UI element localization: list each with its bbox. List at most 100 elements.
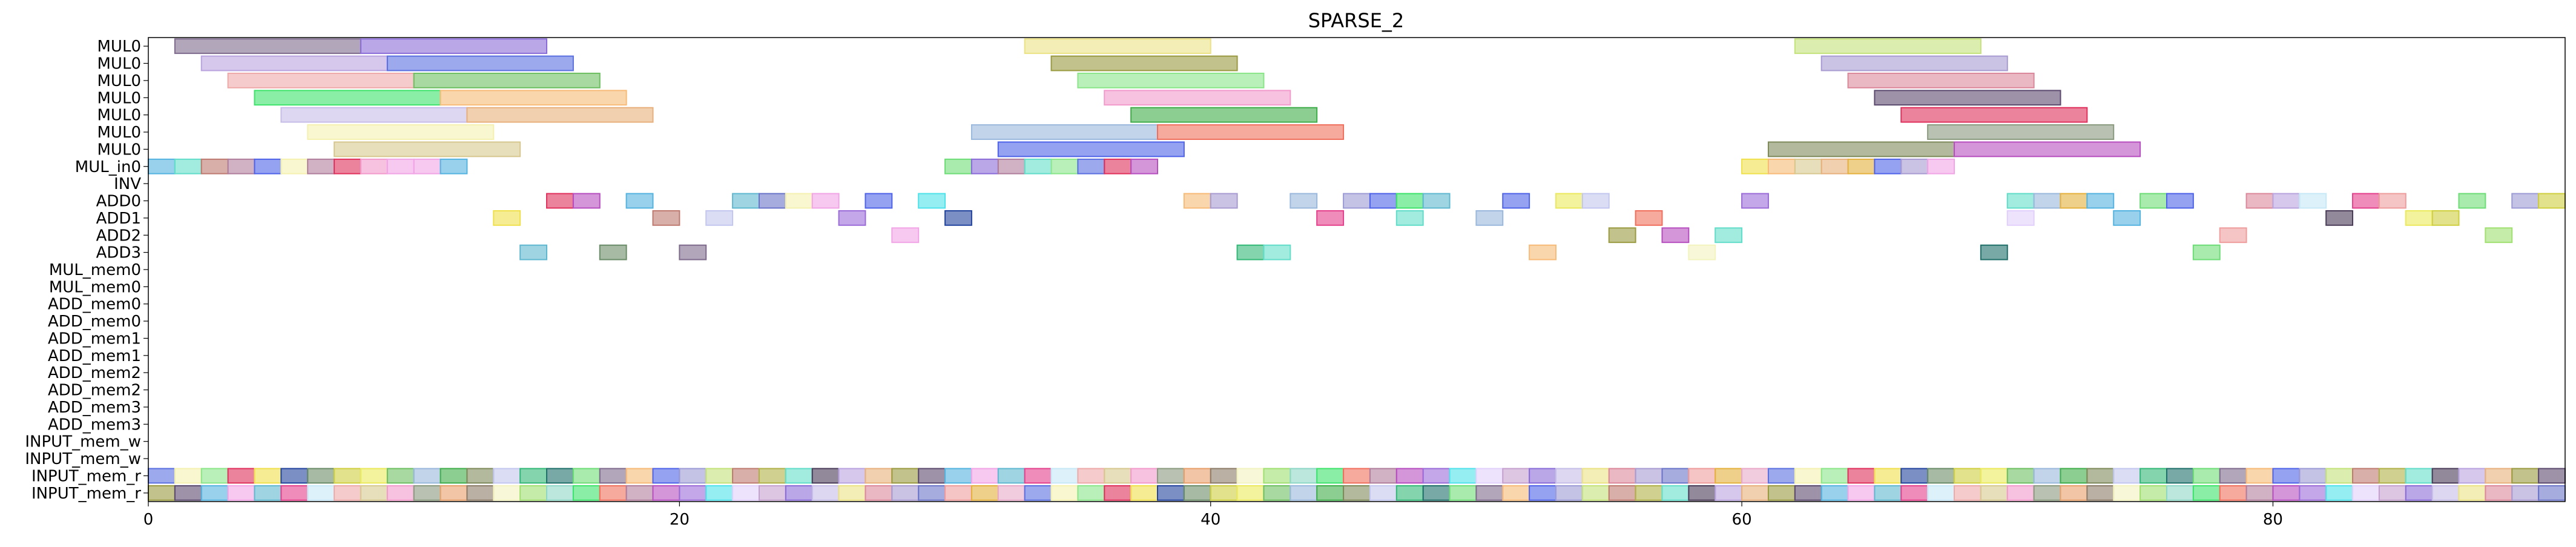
input-mem-bar — [2113, 485, 2141, 501]
gantt-bar — [1024, 158, 1052, 174]
gantt-bar — [2511, 193, 2540, 209]
input-mem-bar — [413, 468, 441, 484]
x-tick-label: 20 — [670, 511, 690, 529]
gantt-bar — [705, 210, 734, 226]
input-mem-bar — [1263, 468, 1291, 484]
input-mem-bar — [891, 468, 920, 484]
input-mem-bar — [1608, 468, 1636, 484]
gantt-bar — [413, 73, 601, 88]
input-mem-bar — [2219, 468, 2247, 484]
input-mem-bar — [865, 468, 893, 484]
input-mem-bar — [1820, 485, 1849, 501]
gantt-bar — [174, 158, 202, 174]
input-mem-bar — [1980, 485, 2008, 501]
input-mem-bar — [1449, 485, 1477, 501]
gantt-bar — [386, 55, 574, 71]
gantt-bar — [254, 158, 282, 174]
y-tick-label: INPUT_mem_r — [31, 467, 141, 485]
input-mem-bar — [148, 468, 176, 484]
gantt-bar — [1635, 210, 1663, 226]
input-mem-bar — [572, 485, 601, 501]
input-mem-bar — [1343, 485, 1371, 501]
input-mem-bar — [493, 468, 521, 484]
input-mem-bar — [997, 468, 1026, 484]
gantt-bar — [891, 227, 920, 244]
input-mem-bar — [1874, 485, 1902, 501]
gantt-bar — [2538, 193, 2566, 209]
y-tick-label: MUL0 — [97, 55, 142, 73]
input-mem-bar — [1954, 485, 1981, 501]
gantt-bar — [1024, 38, 1211, 55]
input-mem-bar — [2113, 468, 2141, 484]
gantt-bar — [2140, 193, 2167, 209]
gantt-bar — [440, 158, 468, 174]
input-mem-bar — [1024, 468, 1052, 484]
input-mem-bar — [2378, 468, 2406, 484]
gantt-bar — [2272, 193, 2301, 209]
y-tick-label: MUL_in0 — [75, 158, 141, 176]
input-mem-bar — [1449, 468, 1477, 484]
input-mem-bar — [1263, 485, 1291, 501]
input-mem-bar — [1847, 468, 1876, 484]
input-mem-bar — [1210, 485, 1238, 501]
plot-frame — [148, 37, 2566, 502]
input-mem-bar — [918, 485, 946, 501]
y-tick-label: ADD0 — [96, 193, 141, 211]
input-mem-bar — [2060, 468, 2088, 484]
gantt-bar — [1236, 244, 1265, 260]
gantt-bar — [2378, 193, 2406, 209]
gantt-bar — [2006, 210, 2035, 226]
gantt-bar — [280, 158, 309, 174]
input-mem-bar — [1661, 485, 1690, 501]
input-mem-bar — [1343, 468, 1371, 484]
gantt-bar — [1104, 158, 1132, 174]
input-mem-bar — [386, 468, 415, 484]
input-mem-bar — [1422, 468, 1451, 484]
input-mem-bar — [1767, 485, 1796, 501]
gantt-bar — [865, 193, 893, 209]
gantt-bar — [1263, 244, 1291, 260]
gantt-bar — [413, 158, 441, 174]
gantt-bar — [1343, 193, 1371, 209]
input-mem-bar — [705, 485, 734, 501]
gantt-bar — [174, 38, 361, 55]
gantt-bar — [2060, 193, 2088, 209]
gantt-bar — [2006, 193, 2035, 209]
input-mem-bar — [360, 468, 388, 484]
input-mem-bar — [2352, 468, 2380, 484]
y-tick-label: ADD_mem1 — [48, 347, 141, 365]
y-tick-label: MUL0 — [97, 107, 142, 125]
gantt-bar — [2192, 244, 2221, 260]
input-mem-bar — [280, 468, 309, 484]
gantt-bar — [997, 158, 1026, 174]
gantt-bar — [519, 244, 548, 260]
gantt-bar — [307, 158, 335, 174]
input-mem-bar — [1156, 468, 1185, 484]
input-mem-bar — [918, 468, 946, 484]
gantt-bar — [1104, 90, 1291, 106]
input-mem-bar — [1050, 485, 1079, 501]
input-mem-bar — [466, 485, 495, 501]
input-mem-bar — [865, 485, 893, 501]
gantt-bar — [360, 158, 388, 174]
input-mem-bar — [838, 485, 866, 501]
gantt-bar — [2219, 227, 2247, 244]
input-mem-bar — [1316, 468, 1345, 484]
gantt-bar — [2113, 210, 2141, 226]
input-mem-bar — [625, 485, 654, 501]
gantt-bar — [1927, 124, 2115, 140]
x-axis: 0 20 40 60 80 — [143, 502, 2283, 529]
gantt-bar — [679, 244, 707, 260]
input-mem-bar — [2538, 468, 2566, 484]
gantt-bar — [997, 141, 1185, 157]
gantt-bar — [2458, 193, 2486, 209]
y-tick-label: MUL0 — [97, 38, 142, 56]
gantt-bar — [599, 244, 627, 260]
gantt-bar — [944, 158, 972, 174]
gantt-bar — [1980, 244, 2008, 260]
gantt-bar — [1581, 193, 1610, 209]
input-mem-bar — [1529, 485, 1557, 501]
gantt-bar — [1608, 227, 1636, 244]
input-mem-bar — [2086, 485, 2115, 501]
